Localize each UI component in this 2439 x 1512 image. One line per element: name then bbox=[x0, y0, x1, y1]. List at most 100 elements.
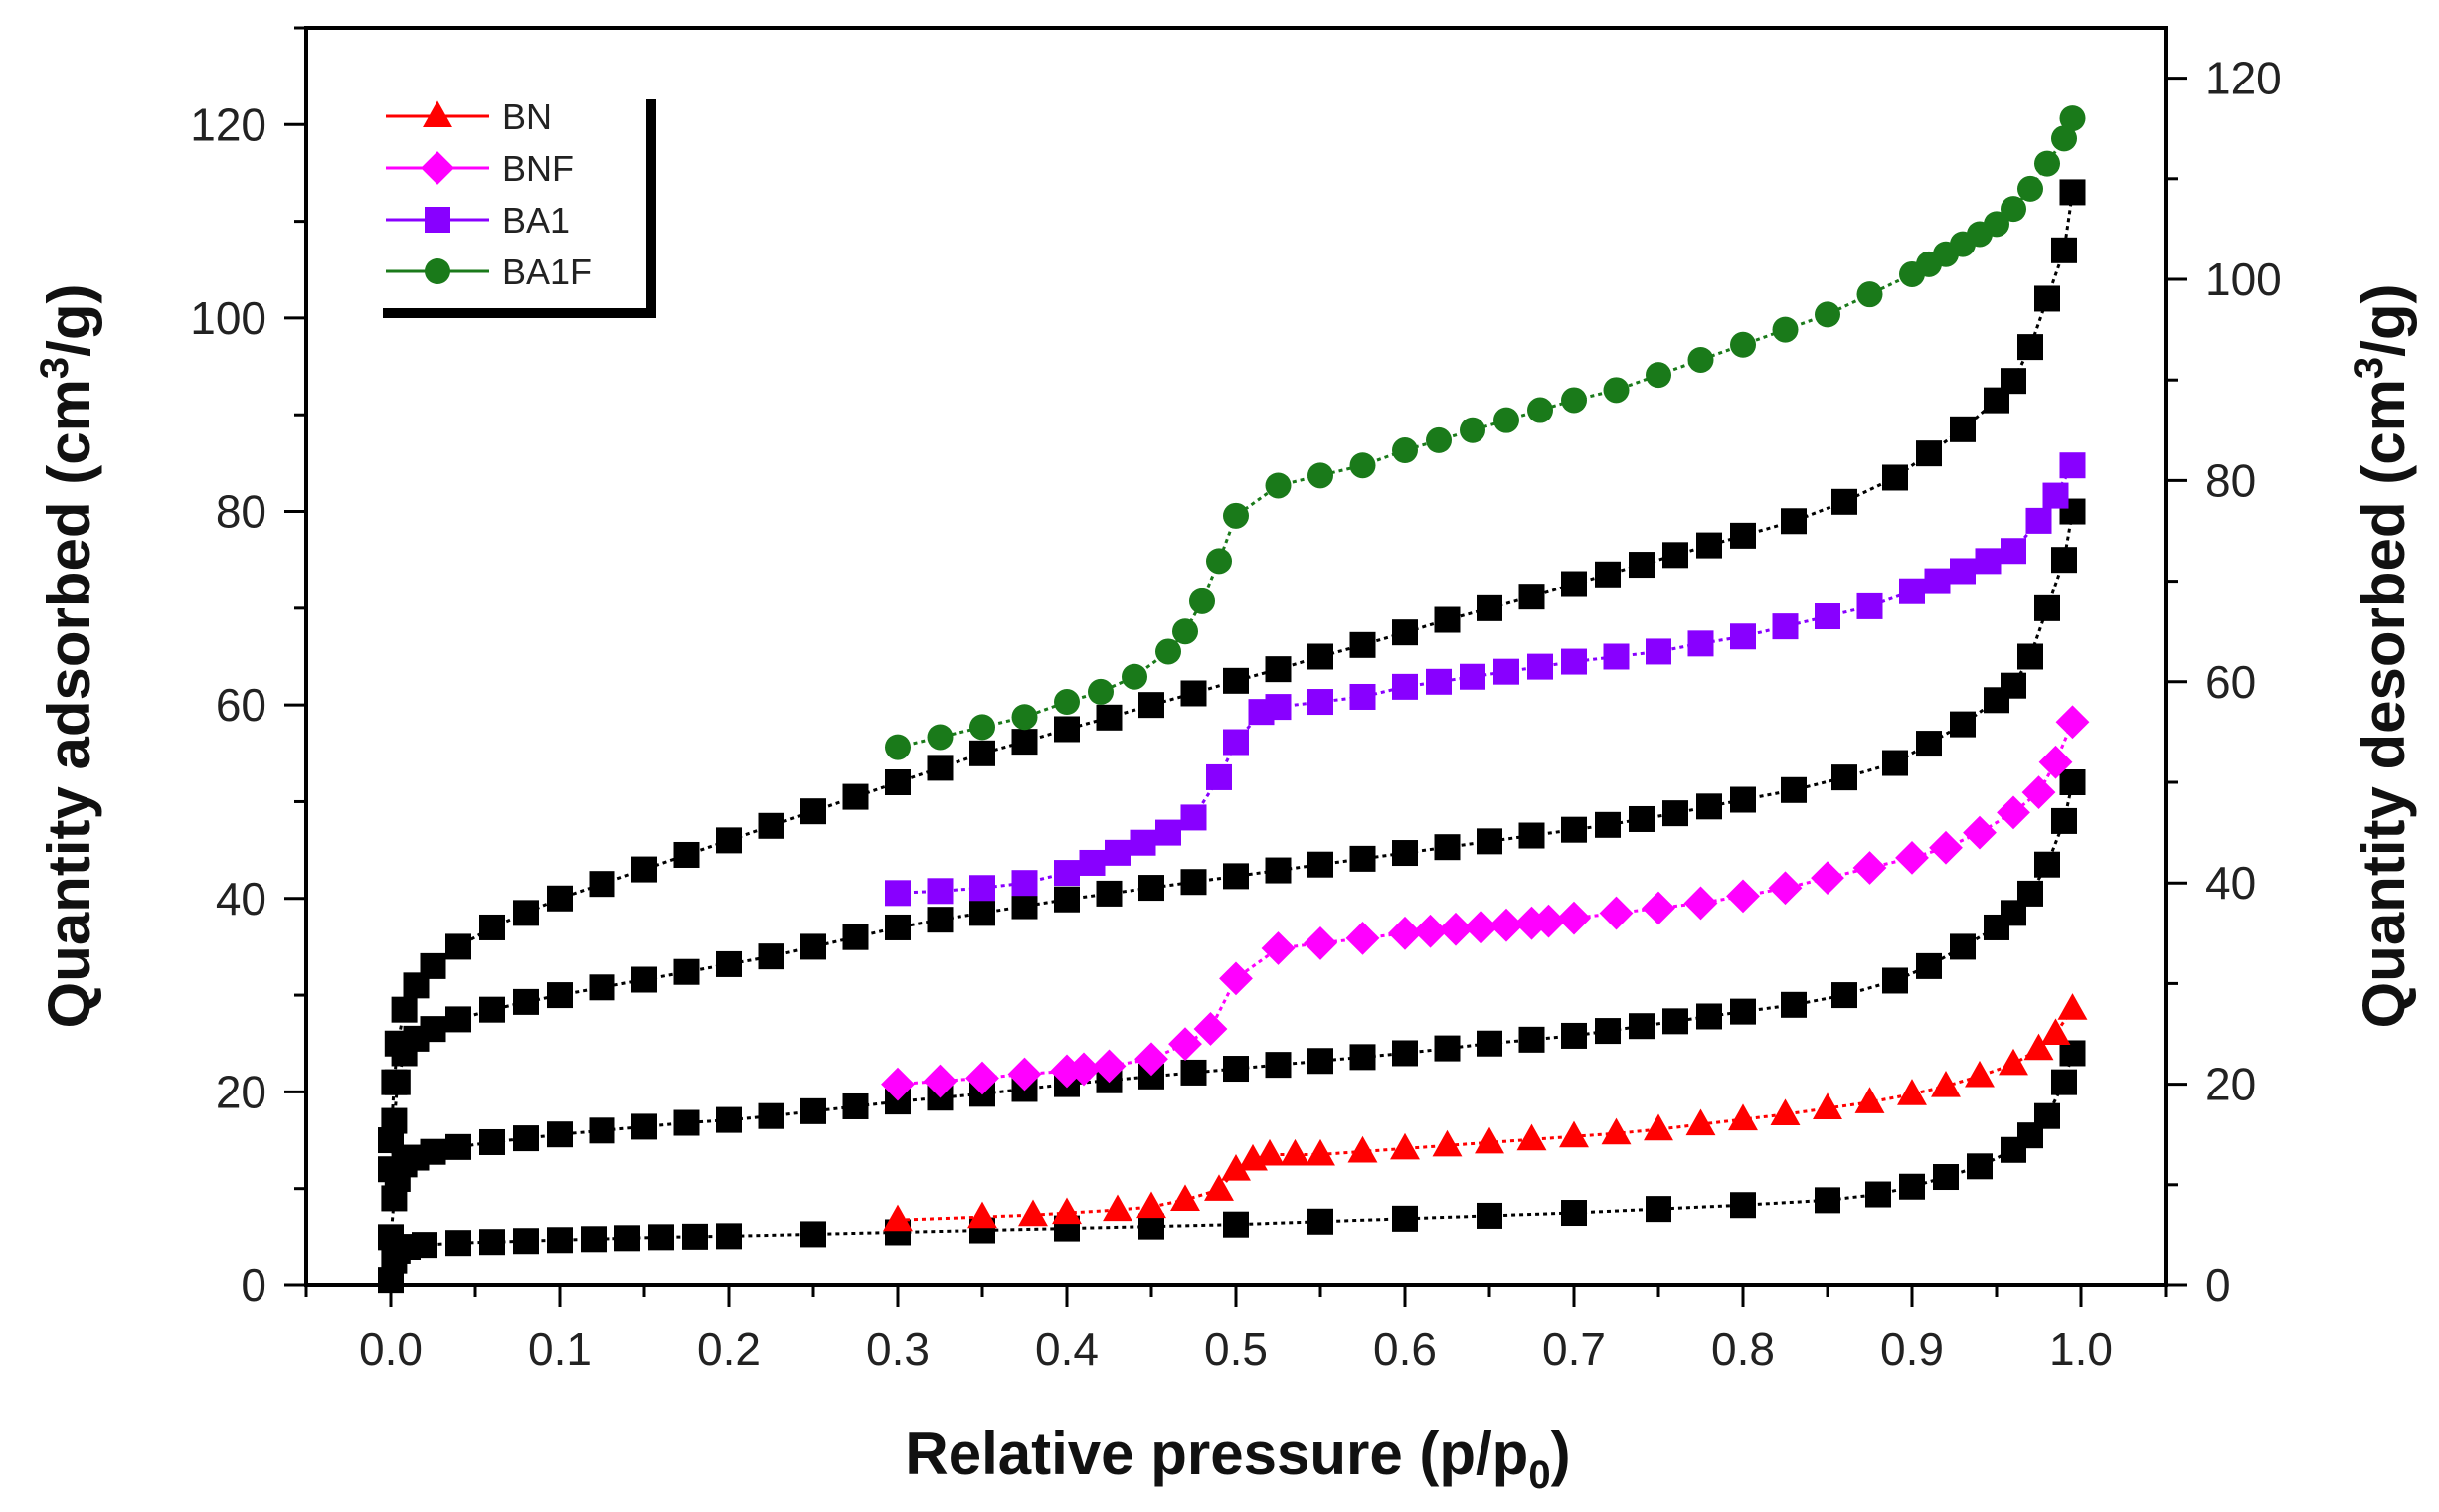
data-point bbox=[2051, 807, 2077, 834]
data-point bbox=[1603, 377, 1630, 404]
data-point bbox=[547, 885, 573, 912]
data-point bbox=[673, 1109, 700, 1136]
data-point bbox=[1193, 1012, 1228, 1046]
data-point bbox=[716, 1106, 742, 1133]
data-point bbox=[2051, 547, 2077, 574]
data-point bbox=[885, 734, 911, 760]
data-point bbox=[1950, 558, 1976, 585]
data-point bbox=[800, 1097, 826, 1124]
data-point bbox=[1307, 462, 1333, 489]
x-tick-label: 0.5 bbox=[1204, 1323, 1268, 1375]
data-point bbox=[445, 1006, 471, 1033]
data-point bbox=[2040, 1018, 2071, 1046]
data-point bbox=[2059, 769, 2086, 795]
data-point bbox=[1728, 1103, 1758, 1131]
data-point bbox=[1345, 921, 1380, 955]
data-point bbox=[1916, 952, 1942, 979]
data-point bbox=[1054, 689, 1080, 716]
data-point bbox=[1180, 804, 1207, 831]
data-point bbox=[1054, 716, 1080, 743]
data-point bbox=[445, 1133, 471, 1160]
series-ba1-desorption-adsorption-black- bbox=[378, 498, 2086, 1183]
data-point bbox=[631, 856, 657, 883]
data-point bbox=[1811, 861, 1844, 896]
legend-label: BNF bbox=[502, 148, 574, 189]
data-point bbox=[1172, 618, 1198, 645]
data-point bbox=[513, 1228, 539, 1255]
data-point bbox=[1265, 857, 1292, 884]
data-point bbox=[2001, 538, 2026, 565]
data-point bbox=[420, 952, 446, 979]
series-bn-desorption-adsorption-black- bbox=[378, 1040, 2086, 1294]
series-bnf bbox=[881, 705, 2090, 1101]
data-point bbox=[1781, 776, 1807, 803]
data-point bbox=[547, 1227, 573, 1254]
data-point bbox=[1307, 1048, 1333, 1075]
data-point bbox=[2059, 179, 2086, 206]
data-point bbox=[1772, 613, 1799, 640]
data-point bbox=[1426, 668, 1452, 695]
data-point bbox=[1432, 1129, 1463, 1157]
data-point bbox=[1307, 851, 1333, 878]
y-right-tick-label: 40 bbox=[2205, 857, 2256, 909]
data-point bbox=[1687, 346, 1714, 373]
data-point bbox=[1054, 886, 1080, 913]
y-right-tick-label: 100 bbox=[2205, 253, 2282, 305]
data-point bbox=[716, 950, 742, 977]
data-point bbox=[800, 1221, 826, 1248]
data-point bbox=[800, 798, 826, 825]
data-point bbox=[631, 966, 657, 993]
data-point bbox=[1730, 786, 1756, 813]
data-point bbox=[1599, 896, 1634, 930]
data-point bbox=[1434, 834, 1461, 861]
data-point bbox=[1434, 1035, 1461, 1062]
data-point bbox=[1079, 849, 1106, 876]
axes-layer: 0.0 0.1 0.2 0.3 0.4 0.5 0.6 0.7 0.8 0.9 1.0 0 20 40 60… bbox=[190, 26, 2282, 1375]
data-point bbox=[1052, 1197, 1082, 1225]
data-point bbox=[1223, 502, 1249, 529]
data-point bbox=[1349, 452, 1376, 479]
data-point bbox=[1138, 692, 1164, 719]
data-point bbox=[1895, 841, 1929, 875]
legend-label: BN bbox=[502, 96, 552, 137]
data-point bbox=[1561, 387, 1587, 414]
data-point bbox=[1781, 991, 1807, 1018]
data-point bbox=[2023, 1033, 2054, 1061]
data-point bbox=[1696, 793, 1722, 820]
series-line bbox=[389, 192, 2074, 1141]
legend-marker bbox=[425, 207, 450, 233]
data-point bbox=[1136, 1191, 1166, 1219]
data-point bbox=[842, 783, 869, 810]
data-point bbox=[1899, 578, 1925, 604]
data-point bbox=[1662, 800, 1688, 827]
data-point bbox=[969, 740, 995, 766]
data-point bbox=[1392, 437, 1418, 464]
data-point bbox=[1426, 426, 1452, 453]
x-tick-label: 1.0 bbox=[2049, 1323, 2113, 1375]
data-point bbox=[967, 1201, 997, 1229]
x-tick-label: 0.6 bbox=[1373, 1323, 1437, 1375]
data-point bbox=[631, 1113, 657, 1140]
data-point bbox=[2001, 368, 2026, 395]
data-point bbox=[1464, 910, 1498, 944]
data-point bbox=[1527, 653, 1553, 680]
data-point bbox=[1204, 1174, 1234, 1201]
data-point bbox=[479, 914, 505, 940]
data-point bbox=[2059, 105, 2086, 132]
y-left-tick-label: 60 bbox=[216, 679, 266, 731]
y-right-tick-label: 80 bbox=[2205, 454, 2256, 506]
data-point bbox=[1088, 678, 1114, 705]
legend-label: BA1F bbox=[502, 252, 592, 292]
data-point bbox=[716, 827, 742, 854]
legend-marker bbox=[423, 100, 452, 128]
data-point bbox=[1265, 1052, 1292, 1079]
data-point bbox=[1304, 926, 1337, 960]
data-point bbox=[1307, 689, 1333, 716]
data-point bbox=[1730, 623, 1756, 650]
data-point bbox=[1265, 694, 1292, 721]
data-point bbox=[1518, 822, 1545, 849]
data-point bbox=[927, 755, 954, 781]
data-point bbox=[1975, 548, 2002, 575]
y-right-tick-label: 0 bbox=[2205, 1260, 2231, 1311]
data-point bbox=[1897, 1079, 1927, 1105]
